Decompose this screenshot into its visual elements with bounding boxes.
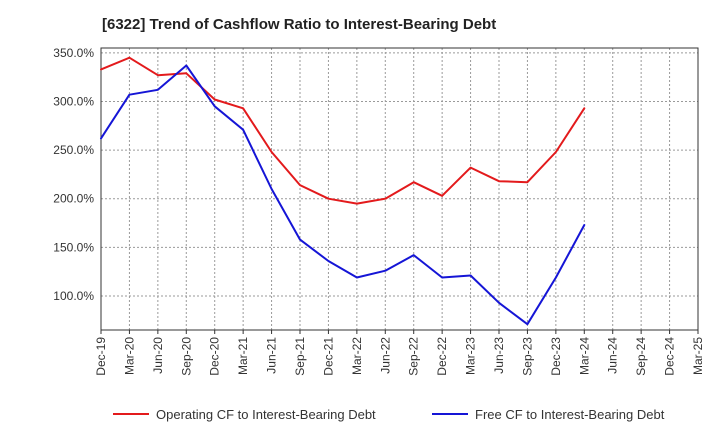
y-tick-label: 350.0% — [53, 46, 94, 60]
x-tick-label: Sep-23 — [520, 337, 534, 376]
x-tick-label: Sep-22 — [407, 337, 421, 376]
y-tick-label: 100.0% — [53, 289, 94, 303]
y-tick-label: 200.0% — [53, 192, 94, 206]
series-line-1 — [100, 56, 586, 205]
chart-title: [6322] Trend of Cashflow Ratio to Intere… — [102, 16, 497, 33]
x-tick-label: Dec-23 — [549, 337, 563, 376]
legend-label-2: Free CF to Interest-Bearing Debt — [475, 407, 665, 422]
x-tick-label: Sep-21 — [293, 337, 307, 376]
legend-label-1: Operating CF to Interest-Bearing Debt — [156, 407, 376, 422]
x-tick-label: Mar-23 — [464, 337, 478, 375]
x-tick-label: Dec-19 — [94, 337, 108, 376]
x-tick-label: Mar-25 — [691, 337, 705, 375]
x-tick-label: Mar-22 — [350, 337, 364, 375]
x-tick-label: Dec-22 — [435, 337, 449, 376]
x-tick-label: Jun-24 — [606, 337, 620, 374]
plot-frame — [100, 47, 699, 331]
x-tick-label: Dec-21 — [321, 337, 335, 376]
series-line-2 — [100, 64, 586, 326]
x-tick-label: Jun-23 — [492, 337, 506, 374]
x-tick-label: Jun-21 — [265, 337, 279, 374]
x-tick-label: Dec-24 — [663, 337, 677, 376]
x-tick-label: Mar-20 — [122, 337, 136, 375]
x-tick-label: Dec-20 — [208, 337, 222, 376]
x-tick-label: Jun-22 — [378, 337, 392, 374]
x-tick-label: Jun-20 — [151, 337, 165, 374]
x-tick-label: Sep-20 — [179, 337, 193, 376]
y-tick-label: 150.0% — [53, 240, 94, 254]
x-tick-label: Mar-24 — [577, 337, 591, 375]
y-tick-label: 300.0% — [53, 94, 94, 108]
x-tick-label: Mar-21 — [236, 337, 250, 375]
y-tick-label: 250.0% — [53, 143, 94, 157]
x-tick-label: Sep-24 — [634, 337, 648, 376]
